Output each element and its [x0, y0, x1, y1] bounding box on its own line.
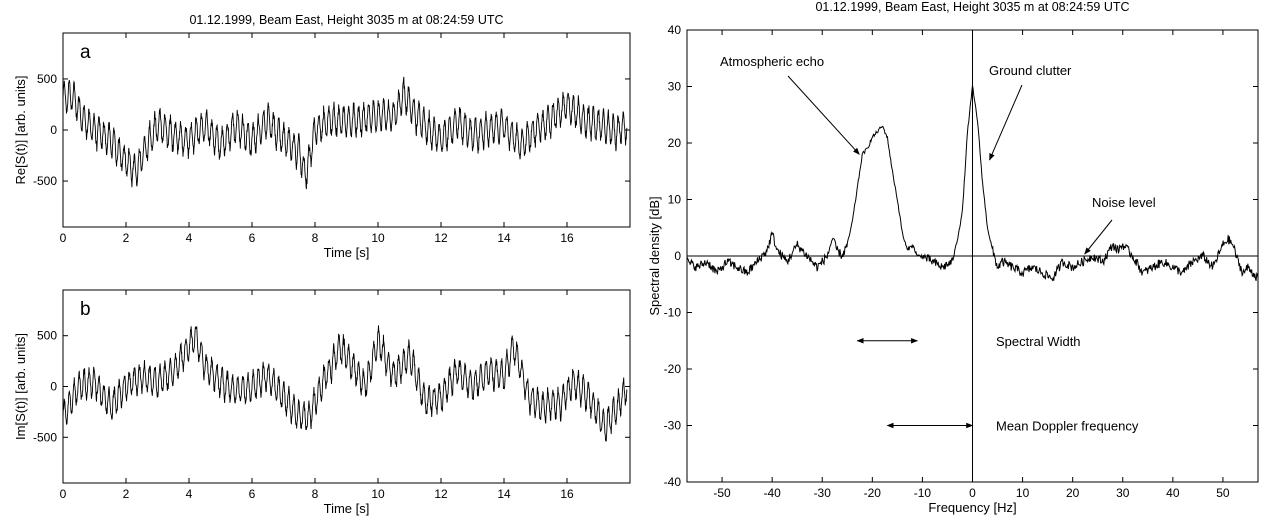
y-tick-label: 20 — [668, 136, 682, 150]
x-tick-label: 8 — [312, 487, 319, 501]
x-tick-label: 2 — [123, 231, 130, 245]
x-tick-label: -20 — [864, 486, 882, 500]
panel-letter: a — [80, 42, 91, 63]
x-tick-label: 16 — [560, 487, 574, 501]
annotation-mean-doppler: Mean Doppler frequency — [996, 419, 1139, 434]
annotation-ground-clutter: Ground clutter — [989, 63, 1072, 78]
x-tick-label: -40 — [763, 486, 781, 500]
y-tick-label: 0 — [674, 249, 681, 263]
x-tick-label: 16 — [560, 231, 574, 245]
y-tick-label: -40 — [664, 475, 682, 489]
arrow-ground-clutter — [989, 84, 1023, 161]
x-tick-label: 8 — [312, 231, 319, 245]
y-axis-title: Re[S(t)] [arb. units] — [13, 75, 28, 184]
x-tick-label: 2 — [123, 487, 130, 501]
chart-title: 01.12.1999, Beam East, Height 3035 m at … — [815, 0, 1129, 14]
x-tick-label: 40 — [1166, 486, 1180, 500]
panel-letter: b — [80, 299, 91, 320]
y-tick-label: 30 — [668, 80, 682, 94]
y-tick-label: -500 — [33, 430, 57, 444]
x-tick-label: 12 — [434, 231, 448, 245]
x-axis-title: Time [s] — [324, 501, 370, 516]
spectrum-trace — [686, 85, 1259, 282]
y-tick-label: 0 — [50, 123, 57, 137]
x-tick-label: 50 — [1216, 486, 1230, 500]
annotation-noise-level: Noise level — [1092, 195, 1156, 210]
chart-title: 01.12.1999, Beam East, Height 3035 m at … — [189, 13, 503, 27]
annotation-atmospheric-echo: Atmospheric echo — [720, 54, 824, 69]
x-tick-label: 6 — [249, 231, 256, 245]
x-tick-label: 4 — [186, 487, 193, 501]
x-tick-label: 4 — [186, 231, 193, 245]
y-tick-label: 500 — [37, 329, 57, 343]
y-tick-label: 10 — [668, 193, 682, 207]
y-axis-title: Spectral density [dB] — [647, 196, 662, 315]
annotation-spectral-width: Spectral Width — [996, 334, 1081, 349]
x-tick-label: 10 — [371, 231, 385, 245]
signal-trace — [62, 325, 628, 442]
x-tick-label: 30 — [1116, 486, 1130, 500]
x-axis-title: Frequency [Hz] — [928, 500, 1016, 515]
signal-trace — [62, 76, 628, 190]
x-tick-label: -50 — [713, 486, 731, 500]
x-axis-title: Time [s] — [324, 245, 370, 260]
x-tick-label: 10 — [371, 487, 385, 501]
y-tick-label: -10 — [664, 306, 682, 320]
arrow-atmospheric-echo — [787, 75, 860, 155]
spectrum-panel: -50 -40 -30 -20 -10 0 10 20 30 40 50-40-30-20-1001… — [647, 0, 1259, 515]
y-tick-label: -30 — [664, 419, 682, 433]
y-tick-label: -500 — [33, 174, 57, 188]
time-series-panel-b: 0 2 4 6 8 10 12 14 16 -500 0 500 Time [s] Im[S(t)] [a… — [13, 289, 631, 516]
y-tick-label: 40 — [668, 23, 682, 37]
x-tick-label: 6 — [249, 487, 256, 501]
x-tick-label: -30 — [814, 486, 832, 500]
x-tick-label: 14 — [497, 487, 511, 501]
y-axis-title: Im[S(t)] [arb. units] — [13, 333, 28, 440]
arrow-noise-level — [1084, 219, 1113, 255]
time-series-panel-a: 0 2 4 6 8 10 12 14 16 -500 0 500 Time [s] Re[S(t)] [a… — [13, 13, 631, 260]
x-tick-label: 12 — [434, 487, 448, 501]
x-tick-label: 0 — [60, 487, 67, 501]
x-tick-label: 10 — [1016, 486, 1030, 500]
y-tick-label: -20 — [664, 362, 682, 376]
y-tick-label: 500 — [37, 72, 57, 86]
x-tick-label: -10 — [914, 486, 932, 500]
x-tick-label: 14 — [497, 231, 511, 245]
x-tick-label: 0 — [969, 486, 976, 500]
y-tick-label: 0 — [50, 380, 57, 394]
x-tick-label: 0 — [60, 231, 67, 245]
x-tick-label: 20 — [1066, 486, 1080, 500]
